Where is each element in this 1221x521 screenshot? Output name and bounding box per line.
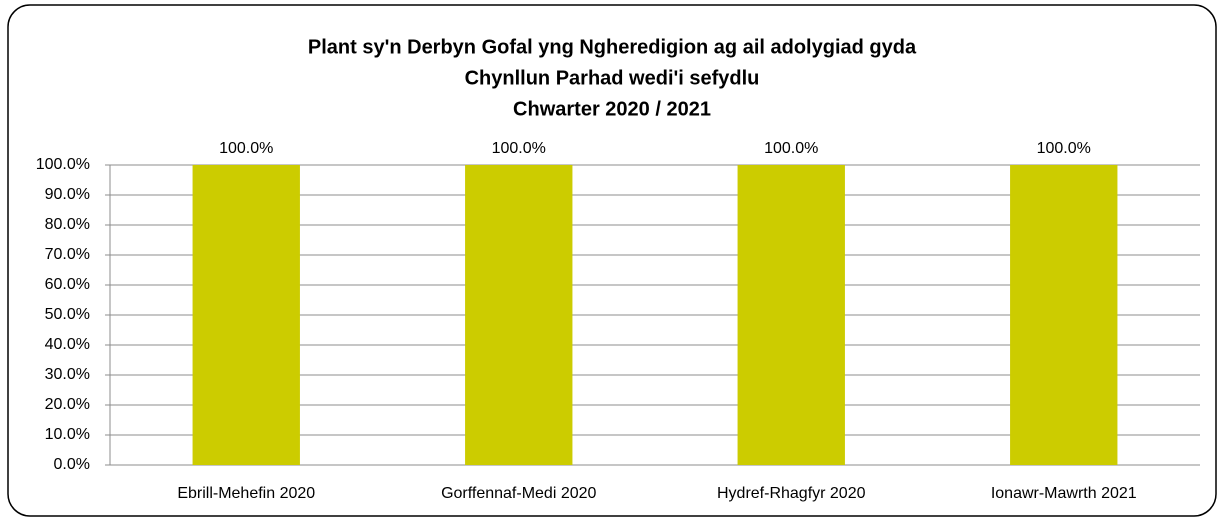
y-tick-label: 0.0% <box>54 456 90 473</box>
y-tick-label: 40.0% <box>45 336 90 353</box>
value-label: 100.0% <box>219 140 273 157</box>
chart-title: Chwarter 2020 / 2021 <box>513 98 711 120</box>
bar <box>737 165 845 465</box>
x-tick-label: Ebrill-Mehefin 2020 <box>177 485 315 502</box>
x-tick-label: Gorffennaf-Medi 2020 <box>441 485 596 502</box>
y-tick-label: 80.0% <box>45 216 90 233</box>
chart-border <box>7 4 1217 517</box>
y-tick-label: 70.0% <box>45 246 90 263</box>
value-label: 100.0% <box>1037 140 1091 157</box>
bar <box>1010 165 1118 465</box>
y-tick-label: 10.0% <box>45 426 90 443</box>
chart-title: Plant sy'n Derbyn Gofal yng Ngheredigion… <box>308 36 917 58</box>
y-tick-label: 90.0% <box>45 186 90 203</box>
y-tick-label: 100.0% <box>36 156 90 173</box>
y-tick-label: 60.0% <box>45 276 90 293</box>
chart-title: Chynllun Parhad wedi'i sefydlu <box>465 67 760 89</box>
x-tick-label: Ionawr-Mawrth 2021 <box>991 485 1137 502</box>
bar <box>465 165 573 465</box>
y-tick-label: 30.0% <box>45 366 90 383</box>
bar <box>192 165 300 465</box>
y-tick-label: 20.0% <box>45 396 90 413</box>
value-label: 100.0% <box>492 140 546 157</box>
x-tick-label: Hydref-Rhagfyr 2020 <box>717 485 866 502</box>
value-label: 100.0% <box>764 140 818 157</box>
y-tick-label: 50.0% <box>45 306 90 323</box>
